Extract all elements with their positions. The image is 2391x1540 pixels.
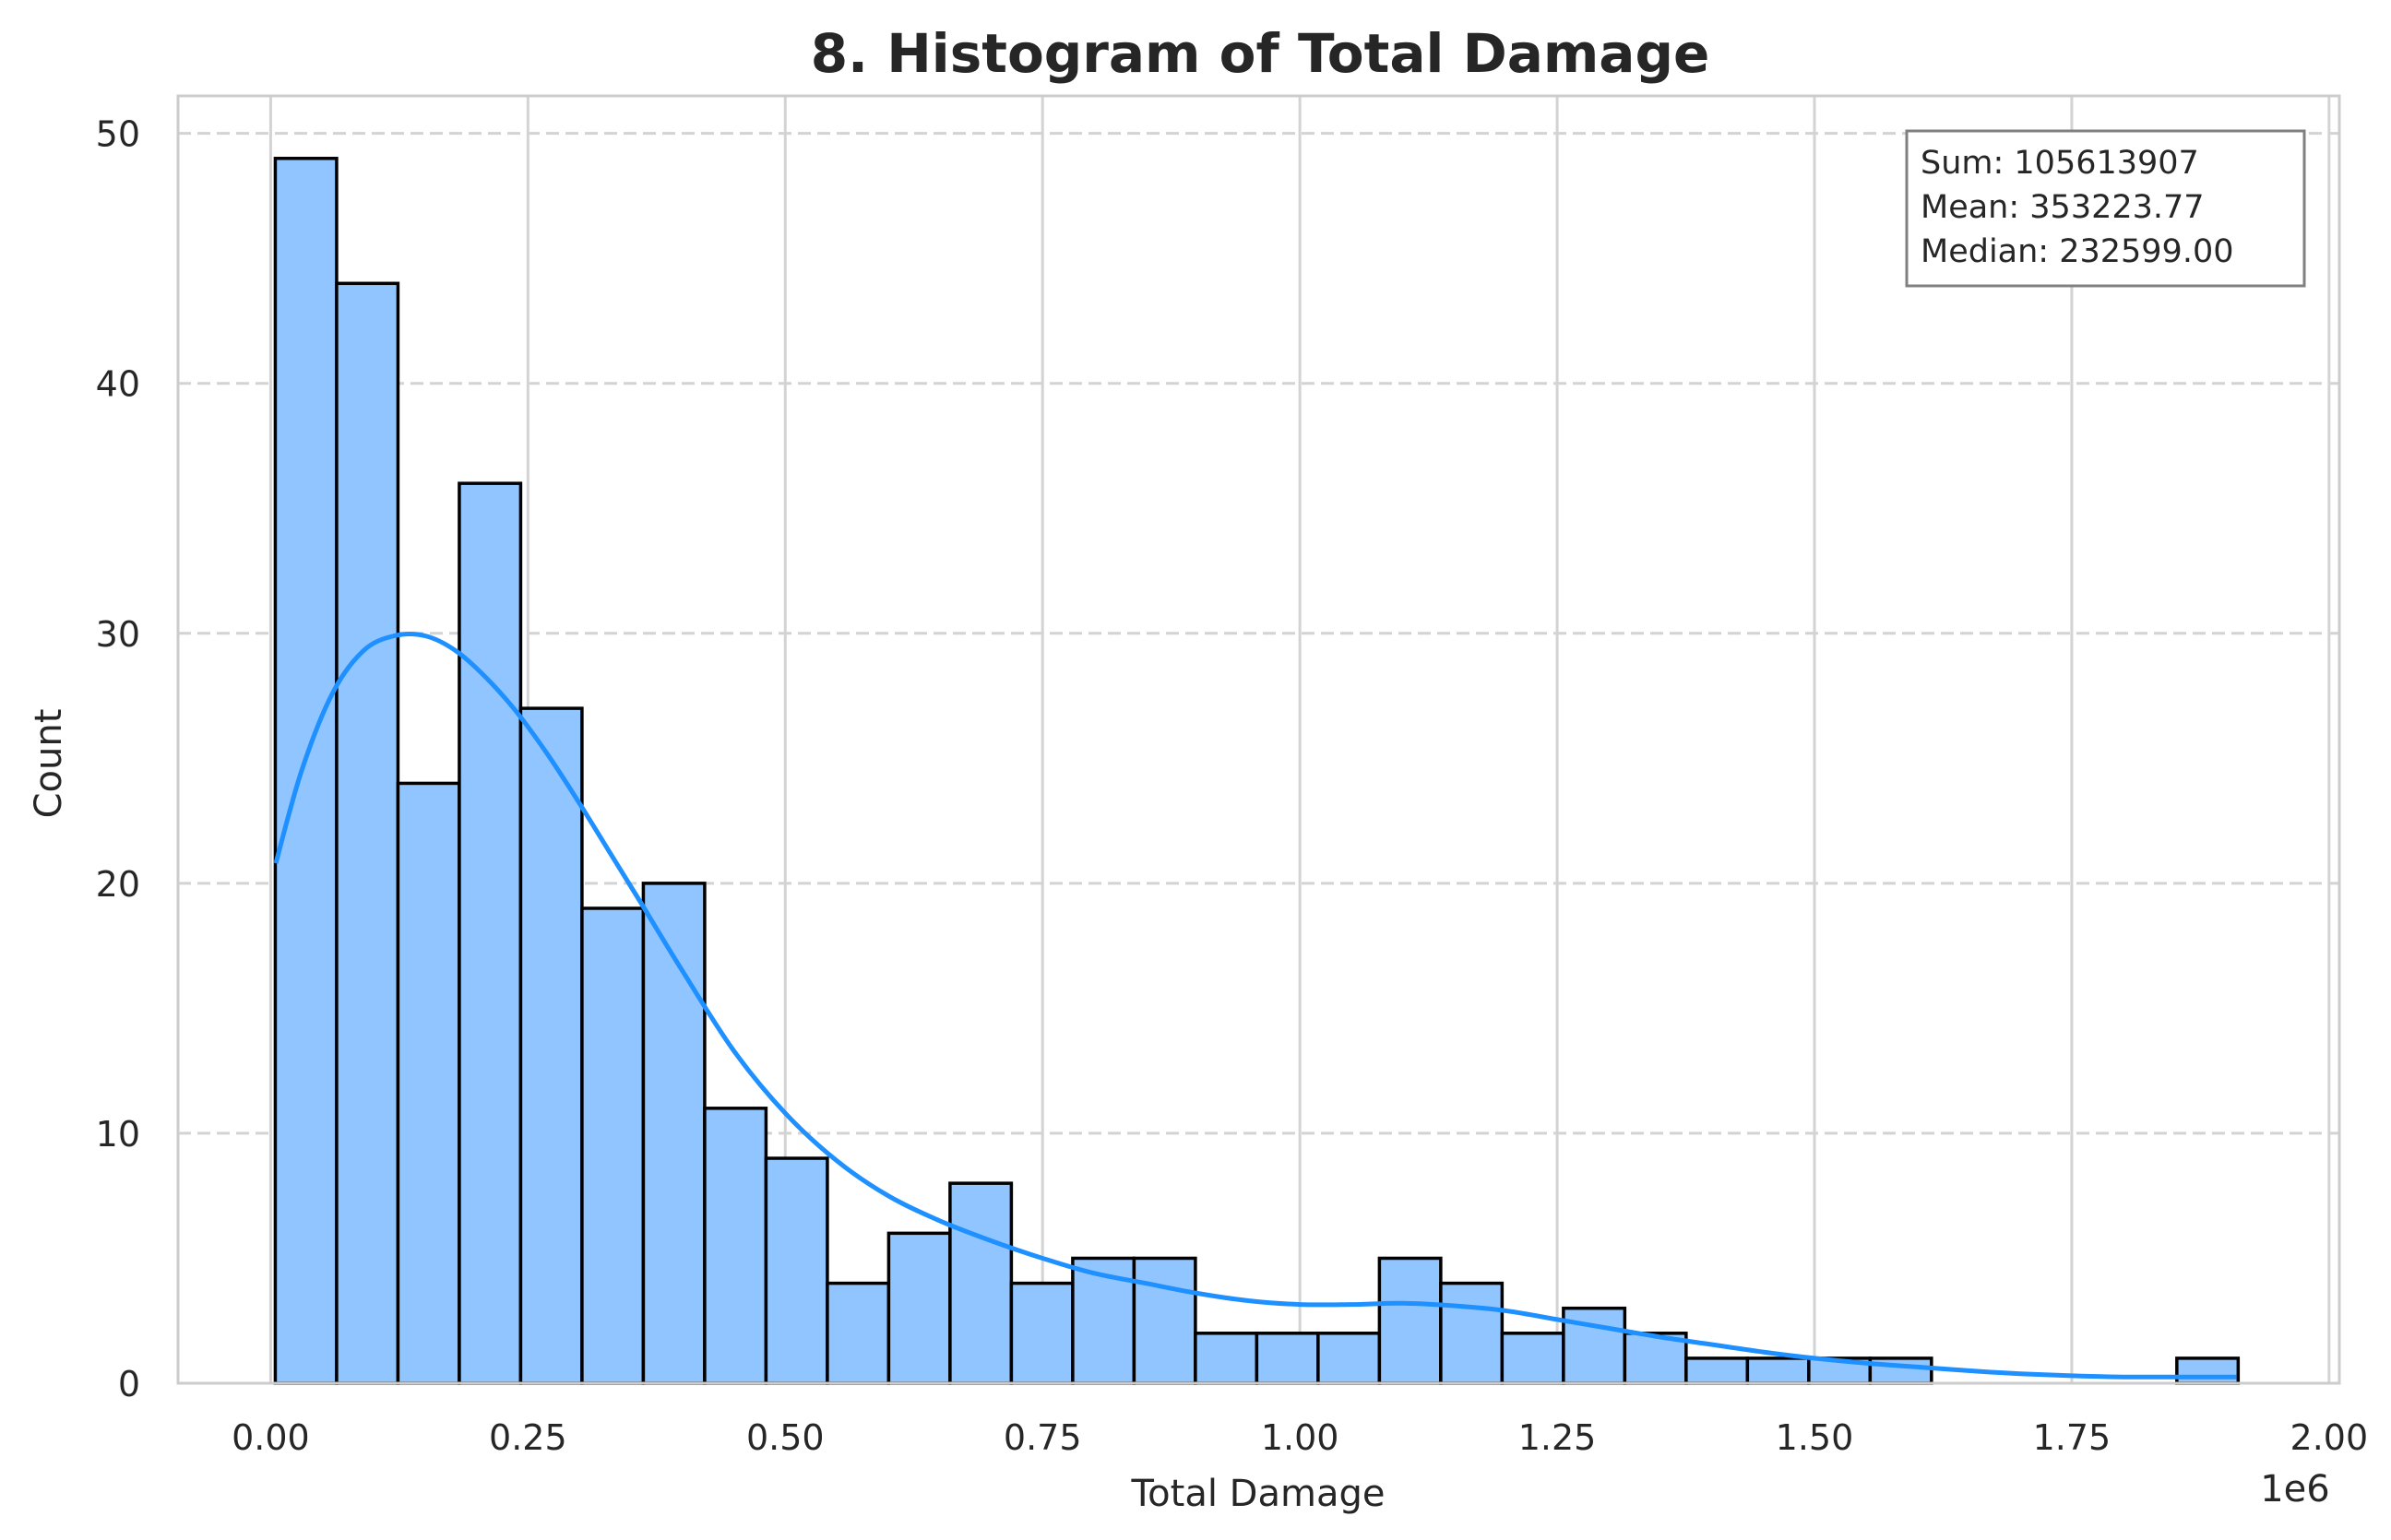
histogram-bar [580, 906, 646, 1385]
stats-sum: Sum: 105613907 [1921, 145, 2199, 182]
x-tick-label: 1.00 [1261, 1417, 1339, 1458]
histogram-bar [1132, 1256, 1197, 1385]
histogram-bar [273, 157, 339, 1385]
histogram-bar [1439, 1281, 1505, 1385]
y-tick-label: 20 [96, 864, 140, 905]
x-axis-ticks: 0.00 0.25 0.50 0.75 1.00 1.25 1.50 1.75 2.00 [232, 1417, 2368, 1458]
histogram-bar [1009, 1281, 1075, 1385]
chart-title: 8. Histogram of Total Damage [811, 22, 1710, 85]
histogram-bar [1255, 1332, 1320, 1385]
x-tick-label: 1.75 [2033, 1417, 2111, 1458]
stats-box-frame [1905, 129, 2306, 288]
histogram-bar [1316, 1332, 1382, 1385]
histogram-bar [1745, 1356, 1811, 1385]
histogram-bar [1500, 1332, 1565, 1385]
histogram-bar [826, 1281, 891, 1385]
x-tick-label: 1.25 [1518, 1417, 1597, 1458]
histogram-bar [1684, 1356, 1750, 1385]
x-tick-label: 0.50 [746, 1417, 825, 1458]
histogram-bar [764, 1156, 829, 1385]
histogram-bar [518, 706, 584, 1385]
histogram-bar [458, 481, 523, 1385]
y-axis-label: Count [28, 709, 70, 819]
y-tick-label: 30 [96, 614, 140, 655]
x-tick-label: 0.75 [1004, 1417, 1082, 1458]
stats-box: Sum: 105613907 Mean: 353223.77 Median: 2… [1905, 129, 2306, 288]
histogram-bar [1194, 1332, 1259, 1385]
x-tick-label: 0.00 [232, 1417, 310, 1458]
histogram-bar [886, 1231, 952, 1385]
x-tick-label: 0.25 [489, 1417, 567, 1458]
y-tick-label: 10 [96, 1114, 140, 1155]
kde-line [273, 631, 2237, 1380]
histogram-bar [948, 1181, 1014, 1385]
x-tick-label: 2.00 [2290, 1417, 2369, 1458]
histogram-bar [396, 781, 461, 1385]
plot-frame [176, 94, 2341, 1385]
y-tick-label: 0 [118, 1364, 140, 1404]
histogram-bar [1562, 1306, 1627, 1385]
histogram-bar [335, 281, 400, 1385]
x-tick-label: 1.50 [1776, 1417, 1854, 1458]
y-tick-label: 40 [96, 364, 140, 405]
y-axis-ticks: 0 10 20 30 40 50 [96, 114, 140, 1404]
histogram-bar [1623, 1332, 1688, 1385]
y-tick-label: 50 [96, 114, 140, 155]
plot-area [176, 94, 2341, 1385]
kde-curve [273, 631, 2237, 1380]
stats-mean: Mean: 353223.77 [1921, 189, 2205, 226]
histogram-bar [703, 1107, 768, 1385]
x-axis-offset-label: 1e6 [2260, 1468, 2330, 1510]
stats-median: Median: 232599.00 [1921, 233, 2234, 270]
histogram-bar [2175, 1356, 2241, 1385]
histogram-bar [1377, 1256, 1443, 1385]
x-axis-label: Total Damage [1131, 1473, 1386, 1515]
